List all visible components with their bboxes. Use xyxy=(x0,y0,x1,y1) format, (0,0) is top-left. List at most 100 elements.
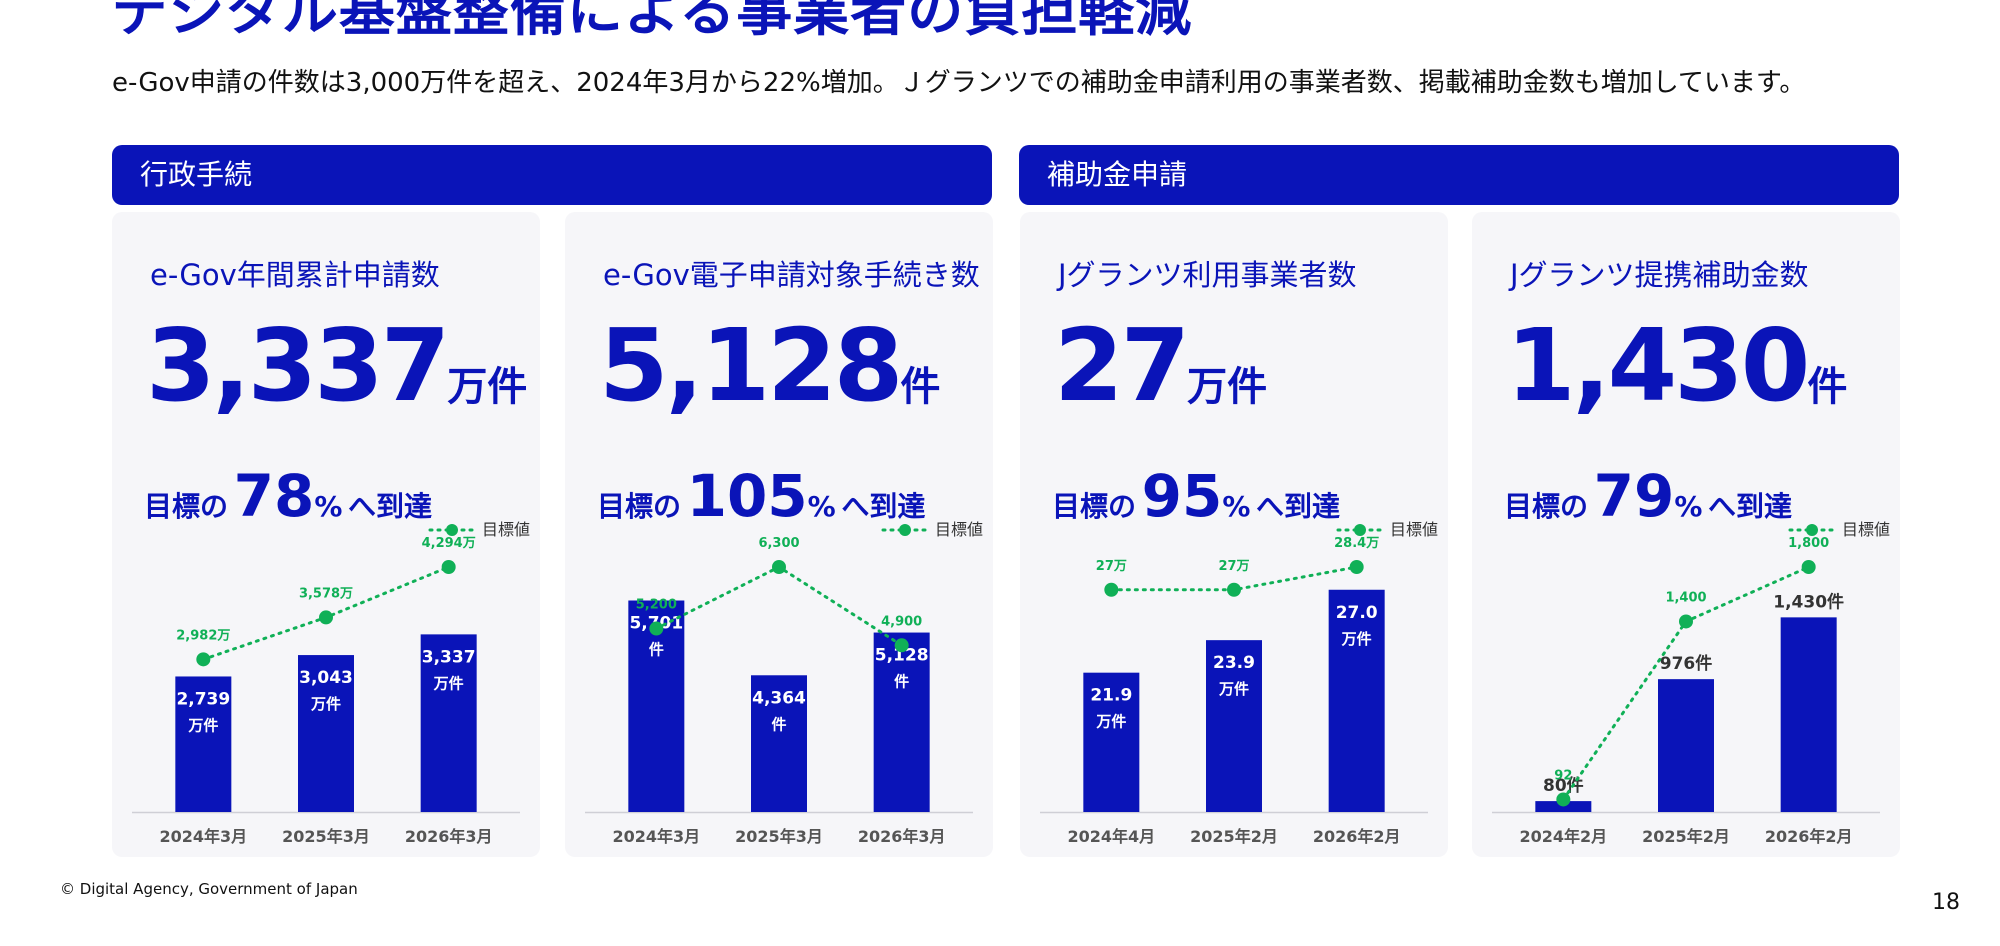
target-percent-unit: % xyxy=(807,490,836,523)
bar-unit-label: 件 xyxy=(649,641,664,659)
bar-value-label: 1,430件 xyxy=(1773,591,1844,612)
target-percent-unit: % xyxy=(1222,490,1251,523)
target-point xyxy=(1556,792,1571,807)
metric-unit: 万件 xyxy=(447,364,528,410)
target-value-label: 28.4万 xyxy=(1334,536,1379,551)
legend-label: 目標値 xyxy=(1842,520,1890,539)
chart-jgrants-subsidies: 80件 976件 1,430件 2024年2月 2025年2月 2026年2月 92 1,40… xyxy=(1492,520,1890,846)
bar-unit-label: 万件 xyxy=(433,674,464,692)
target-achievement: 目標の 78% へ到達 xyxy=(144,462,432,530)
target-value-label: 27万 xyxy=(1096,559,1127,574)
legend-marker xyxy=(1354,524,1366,536)
bar-value-label: 3,337 xyxy=(422,647,476,667)
target-percent: 78 xyxy=(233,462,315,530)
bar xyxy=(751,675,807,812)
target-value-label: 92 xyxy=(1554,768,1572,783)
target-percent-unit: % xyxy=(314,490,343,523)
target-value-label: 3,578万 xyxy=(299,586,353,601)
page-title: デジタル基盤整備による事業者の負担軽減 xyxy=(112,0,1193,44)
x-tick-label: 2024年3月 xyxy=(159,827,247,846)
legend-marker xyxy=(446,524,458,536)
page-number: 18 xyxy=(1932,890,1960,915)
bar xyxy=(1083,672,1140,812)
metric-number: 3,337 xyxy=(146,307,450,424)
target-value-label: 1,400 xyxy=(1665,590,1706,605)
metric-unit: 件 xyxy=(1807,364,1848,410)
bar xyxy=(1658,679,1714,812)
target-prefix: 目標の xyxy=(597,490,682,523)
target-percent: 95 xyxy=(1141,462,1223,530)
target-prefix: 目標の xyxy=(1052,490,1137,523)
target-line xyxy=(654,565,904,647)
bar-value-label: 3,043 xyxy=(299,668,353,688)
target-value-label: 6,300 xyxy=(758,536,799,551)
target-point xyxy=(1349,560,1364,574)
bar-unit-label: 万件 xyxy=(1218,680,1249,698)
target-value-label: 2,982万 xyxy=(176,628,230,643)
metric-number: 5,128 xyxy=(599,307,903,424)
target-value-label: 5,200 xyxy=(636,598,677,613)
target-value-label: 4,900 xyxy=(881,614,922,629)
target-suffix: へ到達 xyxy=(1707,490,1792,523)
x-tick-label: 2024年3月 xyxy=(612,827,700,846)
bar-unit-label: 件 xyxy=(894,673,909,691)
metric-unit: 件 xyxy=(900,364,941,410)
bar-unit-label: 件 xyxy=(771,715,786,733)
target-achievement: 目標の 79% へ到達 xyxy=(1504,462,1792,530)
bar-value-label: 4,364 xyxy=(752,688,806,708)
target-point xyxy=(894,638,909,653)
bar-value-label: 2,739 xyxy=(176,689,230,709)
target-value-label: 4,294万 xyxy=(422,536,476,551)
target-prefix: 目標の xyxy=(144,490,229,523)
metric-number: 27 xyxy=(1054,307,1190,424)
metric-number: 1,430 xyxy=(1506,307,1810,424)
target-point xyxy=(1679,614,1693,629)
x-tick-label: 2025年2月 xyxy=(1190,827,1278,846)
chart-jgrants-users: 21.9 万件 23.9 万件 27.0 万件 2024年4月 2025年2月 2026年2月 2… xyxy=(1040,520,1438,846)
metric-card-jgrants-users: Jグランツ利用事業者数 27万件 目標の 95% へ到達 21.9 万件 23.9 万… xyxy=(1020,212,1448,857)
target-point xyxy=(772,560,786,574)
metric-value: 3,337万件 xyxy=(146,307,527,424)
bar xyxy=(298,655,354,812)
target-point xyxy=(649,621,664,636)
metric-card-egov-applications: e-Gov年間累計申請数 3,337万件 目標の 78% へ到達 2,739 万件… xyxy=(112,212,540,857)
x-tick-label: 2024年4月 xyxy=(1067,827,1155,846)
copyright: © Digital Agency, Government of Japan xyxy=(60,880,358,898)
metric-card-jgrants-subsidies: Jグランツ提携補助金数 1,430件 目標の 79% へ到達 80件 976件 1,… xyxy=(1472,212,1900,857)
card-label: Jグランツ利用事業者数 xyxy=(1058,258,1357,292)
target-value-label: 1,800 xyxy=(1788,536,1829,551)
metric-value: 1,430件 xyxy=(1506,307,1847,424)
bar xyxy=(1535,801,1592,812)
card-label: Jグランツ提携補助金数 xyxy=(1510,258,1809,292)
bar-unit-label: 万件 xyxy=(310,695,341,713)
target-point xyxy=(1227,582,1241,597)
target-point xyxy=(319,610,333,625)
target-achievement: 目標の 105% へ到達 xyxy=(597,462,925,530)
chart-egov-procedures: 5,701件4,364件5,128件2024年3月2025年3月2026年3月5… xyxy=(585,520,983,846)
target-suffix: へ到達 xyxy=(347,490,432,523)
target-suffix: へ到達 xyxy=(1255,490,1340,523)
bar xyxy=(175,676,232,812)
x-tick-label: 2024年2月 xyxy=(1519,827,1607,846)
x-tick-label: 2026年2月 xyxy=(1313,827,1401,846)
target-percent: 79 xyxy=(1593,462,1675,530)
card-label: e-Gov年間累計申請数 xyxy=(150,258,440,292)
bar xyxy=(1780,617,1837,812)
x-tick-label: 2026年2月 xyxy=(1765,827,1853,846)
metric-value: 5,128件 xyxy=(599,307,940,424)
x-tick-label: 2025年3月 xyxy=(282,827,370,846)
bar xyxy=(420,634,477,812)
bar-unit-label: 万件 xyxy=(187,716,218,734)
x-tick-label: 2025年3月 xyxy=(735,827,823,846)
target-point xyxy=(441,560,456,574)
bar-value-label: 976件 xyxy=(1660,653,1713,674)
metric-card-egov-procedures: e-Gov電子申請対象手続き数 5,128件 目標の 105% へ到達 5,70… xyxy=(565,212,993,857)
target-prefix: 目標の xyxy=(1504,490,1589,523)
legend-label: 目標値 xyxy=(935,520,983,539)
chart-egov-applications: 2,739 万件 3,043 万件 3,337 万件 2024年3月 2025年3月 2026年… xyxy=(132,520,530,846)
metric-value: 27万件 xyxy=(1054,307,1267,424)
section-header-hojokin: 補助金申請 xyxy=(1019,145,1899,205)
bar-unit-label: 万件 xyxy=(1095,713,1126,731)
target-value-label: 27万 xyxy=(1218,559,1249,574)
bar-value-label: 80件 xyxy=(1543,775,1584,796)
